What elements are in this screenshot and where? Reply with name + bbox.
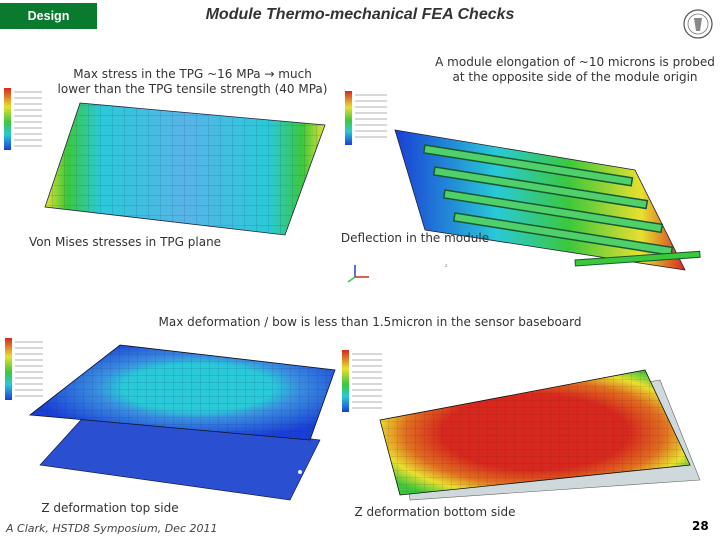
max-deformation-caption: Max deformation / bow is less than 1.5mi… [158, 315, 582, 329]
z-bottom-caption: Z deformation bottom side [354, 505, 516, 519]
tpg-stress-legend [4, 88, 42, 150]
slide-title: Module Thermo-mechanical FEA Checks [205, 6, 515, 23]
deflection-caption: Deflection in the module [340, 231, 490, 245]
svg-text:Z: Z [445, 265, 448, 269]
z-bottom-legend [342, 350, 382, 412]
deflection-legend [345, 91, 387, 145]
z-top-legend [5, 338, 43, 400]
elongation-note: A module elongation of ~10 microns is pr… [435, 55, 715, 84]
module-deflection-model: Z [394, 129, 701, 271]
axis-triad-icon [347, 265, 369, 283]
section-tag: Design Features [0, 3, 97, 49]
z-top-caption: Z deformation top side [41, 501, 179, 515]
university-seal-icon [683, 9, 713, 39]
tpg-stress-plate [44, 102, 326, 236]
von-mises-caption: Von Mises stresses in TPG plane [28, 235, 222, 249]
page-number: 28 [692, 519, 709, 533]
z-top-model [28, 344, 336, 501]
footer-author: A Clark, HSTD8 Symposium, Dec 2011 [6, 522, 218, 535]
z-bottom-model [379, 369, 701, 501]
stress-note: Max stress in the TPG ~16 MPa → much low… [57, 67, 328, 96]
